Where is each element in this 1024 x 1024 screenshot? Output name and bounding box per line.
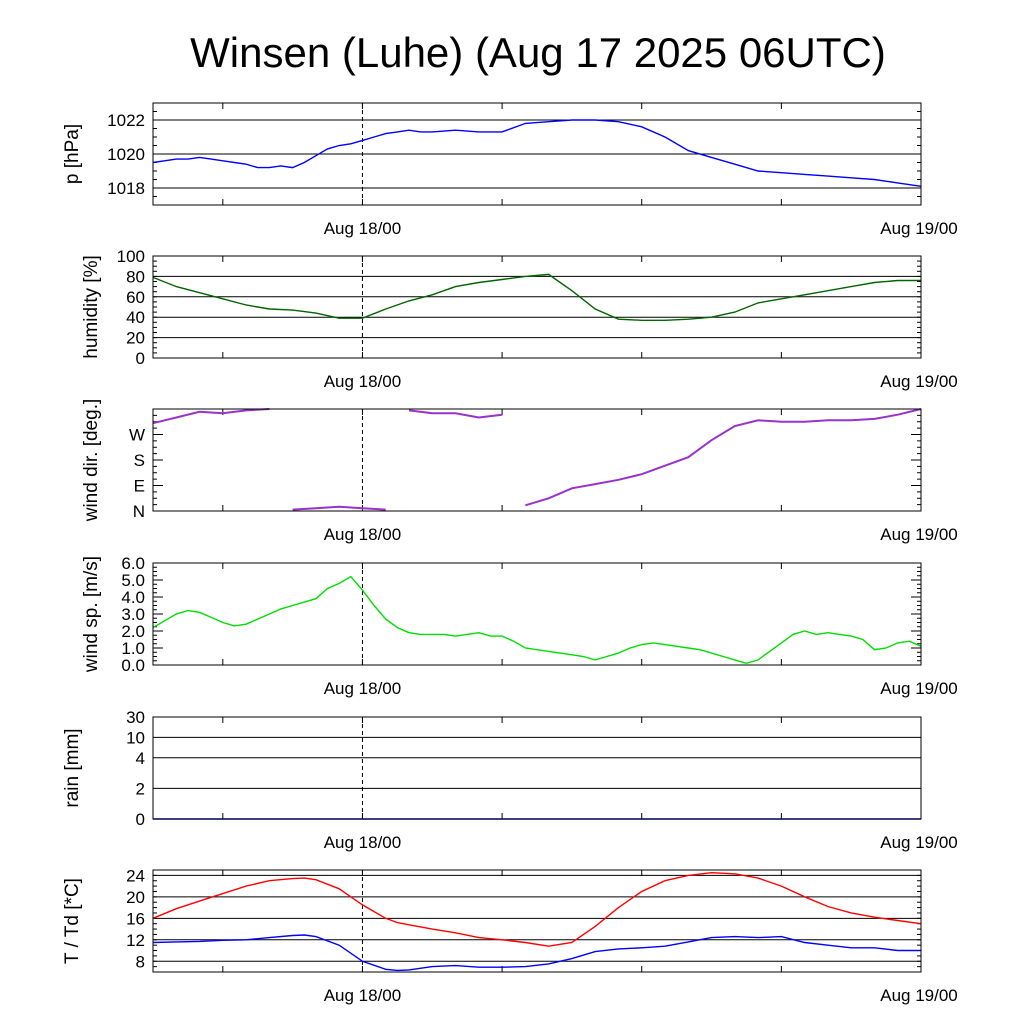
x-tick-label: Aug 19/00 [880,219,958,238]
y-tick-label: 4.0 [121,588,145,607]
plot-frame [152,102,922,206]
y-tick-label: E [134,477,145,496]
y-tick-label: 4 [136,749,145,768]
x-tick-label: Aug 18/00 [324,372,402,391]
y-tick-label: 60 [126,288,145,307]
y-tick-label: 80 [126,267,145,286]
y-tick-label: 1022 [107,111,145,130]
panel-3: 0.01.02.03.04.05.06.0 wind sp. [m/s] Aug 1… [81,554,958,698]
y-tick-label: 30 [126,708,145,727]
series-line-0 [152,273,921,321]
y-tick-label: 0 [136,349,145,368]
chart-title: Winsen (Luhe) (Aug 17 2025 06UTC) [190,29,886,76]
y-tick-label: 20 [126,888,145,907]
x-tick-label: Aug 18/00 [324,525,402,544]
y-tick-label: 100 [117,247,145,266]
y-tick-label: 2 [136,779,145,798]
y-tick-label: 2.0 [121,622,145,641]
y-tick-label: W [129,426,145,445]
y-tick-label: 10 [126,728,145,747]
series-line-0 [525,408,922,507]
y-tick-label: 20 [126,329,145,348]
y-tick-label: 40 [126,308,145,327]
plot-frame [152,869,922,973]
x-tick-label: Aug 18/00 [324,679,402,698]
y-tick-label: N [133,502,145,521]
y-tick-label: 16 [126,909,145,928]
y-tick-label: 1020 [107,145,145,164]
y-tick-label: 3.0 [121,605,145,624]
x-tick-label: Aug 19/00 [880,525,958,544]
panel-5: 8 12 16 20 24 T / Td [*C] Aug 18/00 Aug 19/00 [62,866,958,1005]
y-tick-label: 0 [136,810,145,829]
plot-frame [152,255,922,359]
y-axis-label: wind dir. [deg.] [81,399,102,523]
panel-0: 1018 1020 1022 p [hPa] Aug 18/00 Aug 19/00 [62,102,958,238]
plot-frame [152,562,922,666]
y-tick-label: 6.0 [121,554,145,573]
y-tick-label: 24 [126,866,145,885]
series-line-0 [152,408,270,425]
x-tick-label: Aug 18/00 [324,833,402,852]
y-tick-label: 12 [126,931,145,950]
series-line-Td [152,934,921,972]
x-tick-label: Aug 18/00 [324,986,402,1005]
y-axis-label: humidity [%] [81,255,102,358]
series-line-0 [152,119,922,187]
y-axis-label: T / Td [*C] [62,878,83,964]
x-tick-label: Aug 19/00 [880,833,958,852]
y-tick-label: 8 [136,952,145,971]
y-tick-label: 1.0 [121,639,145,658]
y-tick-label: 1018 [107,179,145,198]
y-axis-label: wind sp. [m/s] [81,556,102,673]
series-line-0 [152,575,922,665]
y-tick-label: 5.0 [121,571,145,590]
series-line-T [152,871,922,947]
series-line-0 [292,505,386,511]
y-tick-label: 0.0 [121,656,145,675]
plot-frame [152,408,922,512]
y-tick-label: S [134,451,145,470]
plot-frame [152,716,922,820]
x-tick-label: Aug 19/00 [880,372,958,391]
y-axis-label: rain [mm] [62,728,83,807]
x-tick-label: Aug 19/00 [880,679,958,698]
series-line-0 [408,409,503,419]
x-tick-label: Aug 18/00 [324,219,402,238]
y-axis-label: p [hPa] [62,124,83,184]
x-tick-label: Aug 19/00 [880,986,958,1005]
